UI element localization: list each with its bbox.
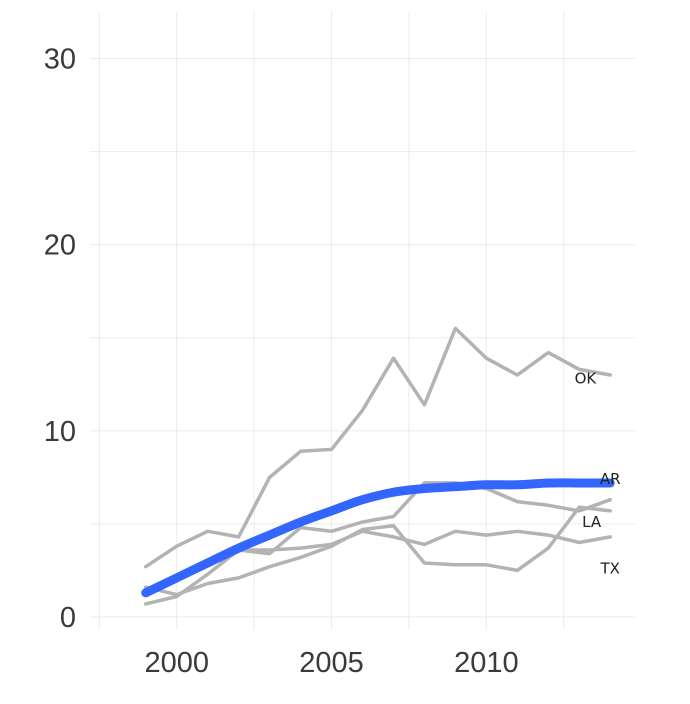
trend-line <box>141 478 615 598</box>
series-line-ok <box>143 326 612 569</box>
x-tick-label: 2010 <box>454 647 519 679</box>
y-tick-label: 20 <box>44 230 76 262</box>
gridlines <box>90 12 635 630</box>
state-label-ok: OK <box>575 370 598 388</box>
y-tick-label: 0 <box>60 602 76 634</box>
x-axis-ticks: 2000 2005 2010 <box>144 647 518 679</box>
state-label-la: LA <box>582 513 602 531</box>
y-tick-label: 10 <box>44 416 76 448</box>
series-line-la <box>143 505 612 597</box>
x-tick-label: 2000 <box>144 647 209 679</box>
state-series <box>143 326 612 606</box>
state-label-tx: TX <box>600 560 620 578</box>
x-tick-label: 2005 <box>299 647 364 679</box>
state-labels: OK AR LA TX <box>575 370 621 578</box>
series-line-tx <box>143 529 612 606</box>
y-tick-label: 30 <box>44 44 76 76</box>
state-label-ar: AR <box>600 470 621 488</box>
trend-series <box>141 478 615 598</box>
y-axis-ticks: 0 10 20 30 <box>44 44 76 634</box>
